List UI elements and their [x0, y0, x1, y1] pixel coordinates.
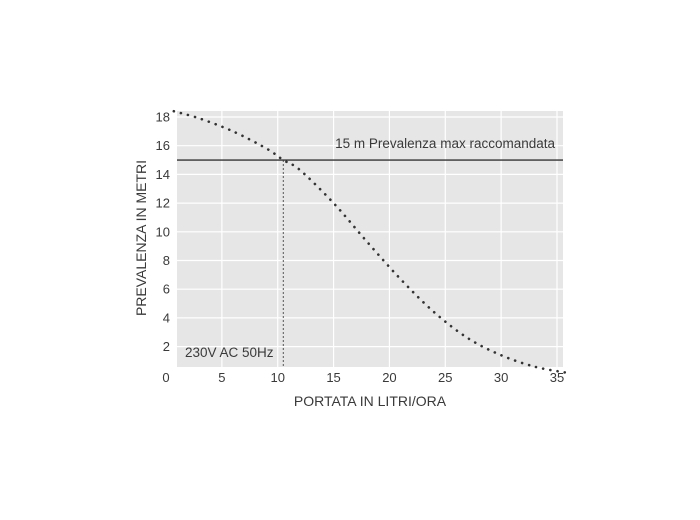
- y-tick-label: 16: [156, 138, 170, 153]
- x-tick-label: 25: [438, 370, 452, 385]
- x-tick-label: 0: [162, 370, 169, 385]
- y-tick-label: 6: [163, 282, 170, 297]
- x-axis-title: PORTATA IN LITRI/ORA: [294, 393, 447, 409]
- x-tick-label: 10: [270, 370, 284, 385]
- x-tick-labels: 0 5 10 15 20 25 30 35: [162, 370, 564, 385]
- y-tick-label: 4: [163, 310, 170, 325]
- x-tick-label: 35: [550, 370, 564, 385]
- x-tick-label: 30: [494, 370, 508, 385]
- plot-area-background: [177, 111, 563, 367]
- y-tick-label: 12: [156, 196, 170, 211]
- data-series: [172, 109, 567, 374]
- reference-line-label: 15 m Prevalenza max raccomandata: [335, 136, 555, 151]
- y-tick-label: 8: [163, 253, 170, 268]
- y-axis-title: PREVALENZA IN METRI: [133, 160, 149, 316]
- grid: [177, 111, 563, 367]
- x-tick-label: 15: [326, 370, 340, 385]
- power-annotation: 230V AC 50Hz: [185, 345, 274, 360]
- x-tick-label: 5: [218, 370, 225, 385]
- y-tick-label: 10: [156, 224, 170, 239]
- x-tick-label: 20: [382, 370, 396, 385]
- y-tick-label: 2: [163, 339, 170, 354]
- y-tick-labels: 2 4 6 8 10 12 14 16 18: [156, 110, 170, 355]
- y-tick-label: 18: [156, 110, 170, 125]
- series-curve: [172, 109, 567, 374]
- y-tick-label: 14: [156, 167, 170, 182]
